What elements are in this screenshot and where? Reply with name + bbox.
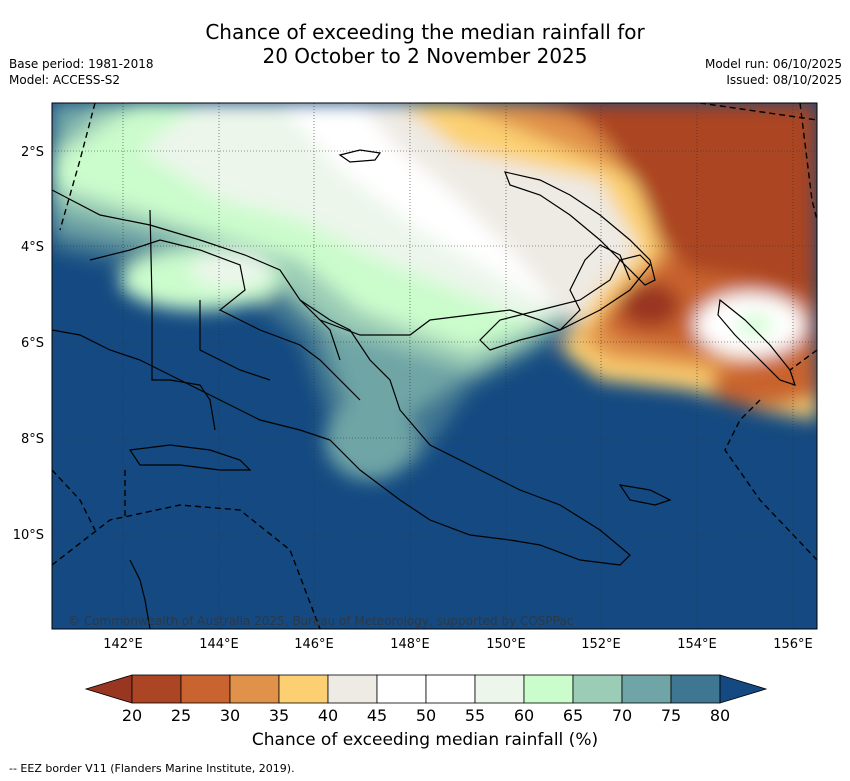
colorbar-tick-35: 35 [269,706,289,725]
national-borders [89,209,361,431]
png-indonesia-border [149,209,216,431]
new-guinea-coast [52,189,631,566]
colorbar-tick-25: 25 [171,706,191,725]
colorbar-segment-40 [327,674,378,704]
colorbar-tick-70: 70 [612,706,632,725]
lat-label-10s: 10°S [13,528,44,543]
lon-label-154e: 154°E [677,637,717,652]
colorbar-tick-60: 60 [514,706,534,725]
probability-field: © Commonwealth of Australia 2025, Bureau… [52,103,817,629]
chart-title: Chance of exceeding the median rainfall … [0,20,850,68]
lon-label-152e: 152°E [581,637,621,652]
colorbar-tick-40: 40 [318,706,338,725]
field-core-min [620,283,680,327]
new-ireland [504,171,656,286]
eez-legend: -- EEZ border V11 (Flanders Marine Insti… [9,762,295,775]
colorbar-segment-25 [180,674,231,704]
lat-label-8s: 8°S [21,432,44,447]
lon-label-146e: 146°E [294,637,334,652]
torres-south [129,559,151,629]
colorbar-segment-50 [425,674,476,704]
eez-borders [52,103,817,629]
field-band-south-teal [325,400,415,480]
lat-label-6s: 6°S [21,336,44,351]
model-name: Model: ACCESS-S2 [9,73,121,87]
colorbar-segment-20 [131,674,182,704]
colorbar-tick-30: 30 [220,706,240,725]
colorbar-tick-55: 55 [465,706,485,725]
colorbar: 20 25 30 35 40 45 50 55 60 65 70 75 80 [84,674,768,725]
colorbar-segment-65 [572,674,623,704]
lat-labels: 2°S 4°S 6°S 8°S 10°S [13,145,44,543]
eez-legend-text: -- EEZ border V11 (Flanders Marine Insti… [9,762,295,775]
graticule [52,103,817,629]
colorbar-segment-60 [523,674,574,704]
louisiade [618,484,672,506]
field-band-east-green [737,315,773,335]
manus [338,149,382,163]
colorbar-tick-65: 65 [563,706,583,725]
field-band-20 [560,103,817,300]
colorbar-over-arrow [719,674,768,704]
lon-label-142e: 142°E [103,637,143,652]
papuan-north-coast [319,244,631,336]
colorbar-under-arrow [84,674,133,704]
copyright-text: © Commonwealth of Australia 2025, Bureau… [68,614,573,628]
colorbar-segment-55 [474,674,525,704]
lon-labels: 142°E 144°E 146°E 148°E 150°E 152°E 154°… [103,637,813,652]
colorbar-tick-75: 75 [661,706,681,725]
fly-river-coast [128,444,252,471]
colorbar-tick-50: 50 [416,706,436,725]
lon-label-150e: 150°E [486,637,526,652]
title-line-2: 20 October to 2 November 2025 [262,44,588,68]
colorbar-segment-35 [278,674,329,704]
colorbar-segment-45 [376,674,427,704]
lat-label-2s: 2°S [21,145,44,160]
colorbar-label: Chance of exceeding median rainfall (%) [251,730,599,750]
colorbar-segment-75 [670,674,721,704]
colorbar-segment-30 [229,674,280,704]
base-period: Base period: 1981-2018 [9,57,154,71]
lon-label-144e: 144°E [199,637,239,652]
meta-left: Base period: 1981-2018 Model: ACCESS-S2 [9,56,154,88]
field-band-west-white [190,252,270,288]
colorbar-segment-70 [621,674,672,704]
bougainville [717,298,796,386]
meta-right: Model run: 06/10/2025 Issued: 08/10/2025 [705,56,842,88]
colorbar-tick-45: 45 [367,706,387,725]
field-band-southeast [710,363,817,407]
coastlines [52,149,796,629]
lon-label-156e: 156°E [773,637,813,652]
lon-label-148e: 148°E [390,637,430,652]
lat-label-4s: 4°S [21,240,44,255]
issued-date: Issued: 08/10/2025 [726,73,842,87]
map-frame [51,102,818,630]
provincial-borders [89,239,361,401]
colorbar-tick-80: 80 [710,706,730,725]
model-run: Model run: 06/10/2025 [704,57,842,71]
colorbar-tick-20: 20 [122,706,142,725]
title-line-1: Chance of exceeding the median rainfall … [205,20,645,44]
new-britain [479,254,651,351]
